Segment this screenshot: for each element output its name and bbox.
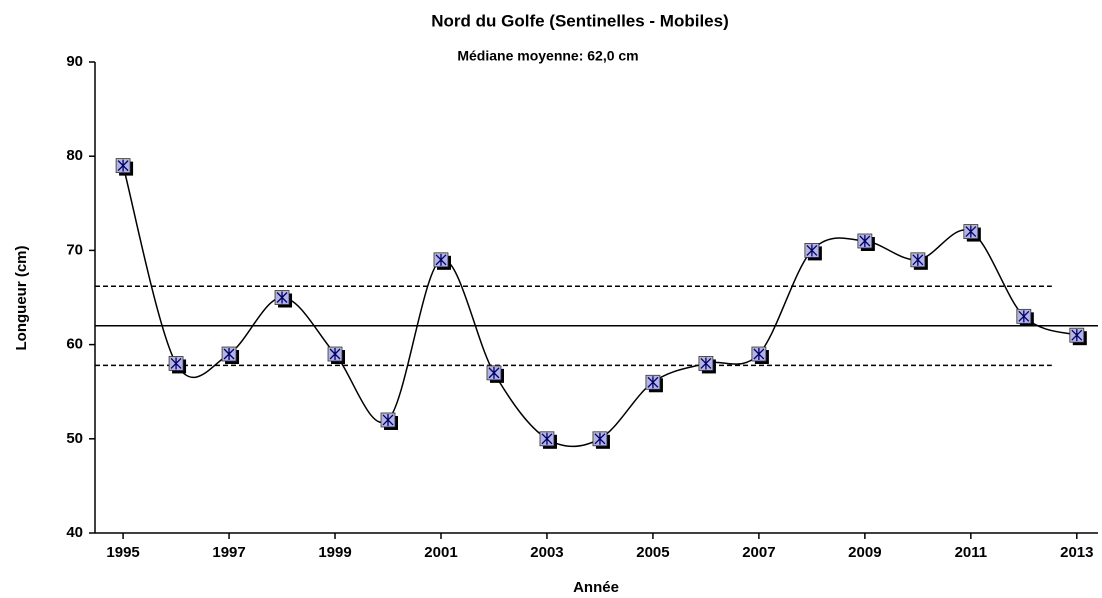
marker-star bbox=[700, 357, 712, 370]
marker bbox=[804, 242, 822, 261]
marker bbox=[168, 356, 187, 374]
marker bbox=[857, 233, 875, 251]
marker-star bbox=[541, 432, 553, 445]
y-tick-label: 50 bbox=[66, 430, 83, 447]
x-tick-label: 2009 bbox=[848, 544, 881, 561]
chart-subtitle: Médiane moyenne: 62,0 cm bbox=[457, 48, 638, 64]
x-tick-label: 1997 bbox=[212, 544, 245, 561]
marker bbox=[327, 346, 346, 365]
marker bbox=[751, 346, 769, 365]
marker-star bbox=[647, 376, 659, 389]
marker bbox=[698, 356, 716, 374]
x-tick-label: 2007 bbox=[742, 544, 775, 561]
x-tick-label: 1999 bbox=[318, 544, 351, 561]
marker bbox=[433, 252, 451, 270]
marker-star bbox=[223, 348, 235, 361]
marker bbox=[539, 431, 557, 449]
marker bbox=[963, 224, 981, 242]
marker-star bbox=[753, 348, 765, 361]
marker-star bbox=[965, 225, 977, 238]
y-tick-label: 40 bbox=[66, 524, 83, 541]
series-line bbox=[122, 165, 1078, 448]
y-tick-label: 80 bbox=[66, 147, 83, 164]
y-tick-label: 60 bbox=[66, 336, 83, 353]
x-tick-label: 2003 bbox=[530, 544, 563, 561]
marker-star bbox=[912, 253, 924, 266]
marker-star bbox=[1018, 310, 1030, 323]
marker bbox=[1016, 308, 1034, 327]
x-tick-label: 1995 bbox=[106, 544, 139, 561]
x-tick-label: 2005 bbox=[636, 544, 669, 561]
marker bbox=[221, 346, 240, 365]
marker bbox=[910, 252, 928, 270]
marker-star bbox=[329, 348, 341, 361]
x-tick-label: 2013 bbox=[1060, 544, 1093, 561]
marker-star bbox=[382, 413, 394, 426]
marker-star bbox=[806, 244, 818, 257]
marker bbox=[645, 374, 663, 393]
marker bbox=[115, 158, 134, 176]
marker bbox=[380, 412, 399, 430]
marker-star bbox=[117, 159, 129, 172]
marker bbox=[1069, 327, 1087, 346]
marker-star bbox=[859, 234, 871, 247]
x-tick-label: 2011 bbox=[955, 544, 988, 561]
marker bbox=[592, 431, 610, 449]
marker-star bbox=[435, 253, 447, 266]
marker-star bbox=[170, 357, 182, 370]
chart-title: Nord du Golfe (Sentinelles - Mobiles) bbox=[431, 11, 729, 30]
y-tick-label: 90 bbox=[66, 53, 83, 70]
marker-star bbox=[276, 291, 288, 304]
marker bbox=[274, 290, 293, 308]
marker-star bbox=[488, 366, 500, 379]
marker bbox=[486, 365, 504, 383]
marker-star bbox=[1071, 329, 1083, 342]
x-axis-label: Année bbox=[573, 579, 619, 596]
x-tick-label: 2001 bbox=[424, 544, 457, 561]
y-tick-label: 70 bbox=[66, 241, 83, 258]
y-axis-label: Longueur (cm) bbox=[13, 246, 30, 351]
marker-star bbox=[594, 432, 606, 445]
